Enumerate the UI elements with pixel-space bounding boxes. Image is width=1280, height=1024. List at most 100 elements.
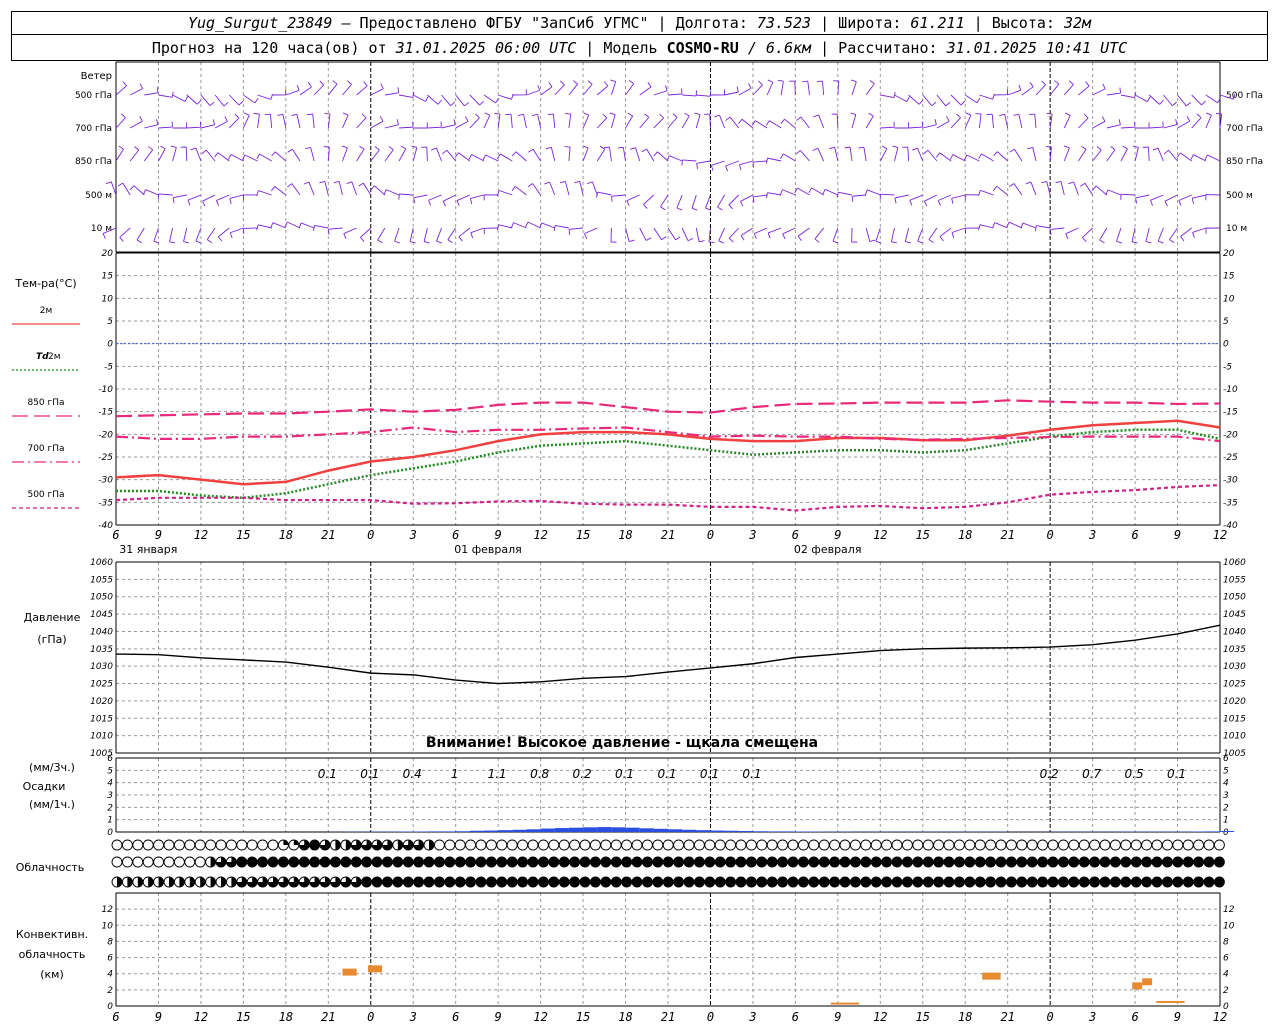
wind-barb [428, 194, 442, 206]
wind-barb [1169, 227, 1178, 244]
cloud-symbol-middle [662, 856, 674, 868]
cloud-symbol-middle [995, 856, 1007, 868]
wind-barb [482, 154, 499, 162]
temperature-x-tick: 12 [1213, 528, 1227, 542]
temperature-x-tick: 21 [661, 528, 675, 542]
convective-title-3: (км) [40, 968, 64, 981]
cloud-circle [1057, 839, 1069, 851]
wind-level-label-left: 500 м [85, 191, 112, 201]
temperature-ytick-right: -25 [1223, 453, 1238, 463]
cloud-fill-full [819, 877, 830, 887]
cloud-circle [621, 839, 633, 851]
convective-ytick-right: 12 [1223, 905, 1235, 915]
wind-barb [738, 160, 754, 171]
cloud-symbol-low [1161, 876, 1173, 888]
convective-x-tick: 21 [661, 1010, 675, 1024]
cloud-symbol-low [257, 876, 269, 888]
wind-barb [978, 189, 994, 196]
temperature-x-tick: 9 [834, 528, 841, 542]
cloud-fill-full [309, 840, 320, 850]
cloud-circle [808, 839, 820, 851]
cloud-fill-full [1037, 857, 1048, 867]
cloud-fill-full [1152, 877, 1162, 887]
wind-barb [766, 79, 774, 96]
cloud-fill-full [1204, 877, 1214, 887]
cloud-fill-part [148, 877, 154, 887]
cloud-fill-full [1089, 877, 1100, 887]
cloud-symbol-middle [111, 856, 123, 868]
wind-barb [667, 88, 683, 96]
cloud-fill-part [361, 840, 372, 850]
cloud-symbol-middle [985, 856, 997, 868]
wind-barb [625, 79, 635, 96]
wind-barb [172, 122, 188, 129]
cloud-symbol-low [1037, 876, 1049, 888]
wind-barb [667, 113, 678, 129]
computed-time: 31.01.2025 10:41 UTC [946, 39, 1128, 57]
wind-barb [497, 153, 513, 162]
cloud-fill-full [236, 857, 247, 867]
temperature-ytick-right: 20 [1223, 249, 1235, 259]
cloud-fill-full [975, 877, 986, 887]
cloud-symbol-low [797, 876, 809, 888]
cloud-symbol-middle [787, 856, 799, 868]
forecast-time: 31.01.2025 06:00 UTC [395, 39, 577, 57]
wind-barb [936, 152, 952, 162]
wind-barb [377, 227, 386, 244]
cloud-symbol-low [111, 876, 123, 888]
cloud-symbol-high [870, 839, 882, 851]
precip-bar [540, 828, 555, 832]
cloud-fill-full [621, 857, 632, 867]
wind-barb [596, 81, 609, 96]
wind-barb [299, 82, 312, 96]
wind-barb [979, 93, 995, 100]
convective-title-1: Конвективн. [16, 928, 88, 941]
cloud-symbol-high [205, 839, 217, 851]
wind-barb [494, 112, 501, 129]
convective-x-tick: 12 [194, 1010, 208, 1024]
wind-barb [540, 82, 553, 96]
wind-barb [923, 194, 938, 207]
wind-level-label-right: 500 гПа [1226, 91, 1263, 101]
cloud-circle [267, 839, 279, 851]
cloud-circle [870, 839, 882, 851]
cloud-circle [569, 839, 581, 851]
wind-barb [705, 194, 711, 211]
temperature-x-tick: 12 [533, 528, 547, 542]
wind-barb [908, 121, 924, 129]
temperature-ytick-left: -5 [104, 362, 113, 372]
cloud-fill-full [1079, 857, 1090, 867]
pressure-ytick-left: 1020 [90, 697, 113, 707]
cloud-fill-full [528, 857, 538, 867]
cloud-circle [1161, 839, 1173, 851]
wind-barb [766, 192, 782, 199]
cloud-circle [132, 856, 144, 868]
cloud-fill-full [850, 857, 861, 867]
cloud-symbol-low [600, 876, 612, 888]
wind-barb [564, 146, 571, 162]
cloud-symbol-middle [246, 856, 258, 868]
wind-barb [545, 146, 556, 162]
wind-barb [696, 90, 712, 97]
day-label: 31 января [119, 543, 177, 556]
cloud-fill-full [569, 857, 580, 867]
cloud-symbol-low [153, 876, 165, 888]
precip-ytick-right: 1 [1223, 816, 1229, 826]
cloud-fill-full [517, 877, 528, 887]
temperature-x-tick: 15 [576, 528, 590, 542]
cloud-circle [1099, 839, 1111, 851]
cloud-fill-full [424, 857, 434, 867]
cloud-circle [205, 839, 217, 851]
wind-barbs [102, 79, 1236, 244]
cloud-symbol-low [808, 876, 820, 888]
cloud-fill-full [309, 857, 320, 867]
wind-barb [157, 193, 173, 200]
pressure-ytick-right: 1040 [1223, 627, 1246, 637]
cloud-circle [433, 839, 445, 851]
precip-ytick-left: 4 [107, 779, 113, 789]
wind-barb [780, 118, 796, 129]
cloud-symbol-high [475, 839, 487, 851]
cloud-circle [901, 839, 913, 851]
wind-barb [999, 113, 1009, 129]
cloud-fill-full [798, 877, 809, 887]
